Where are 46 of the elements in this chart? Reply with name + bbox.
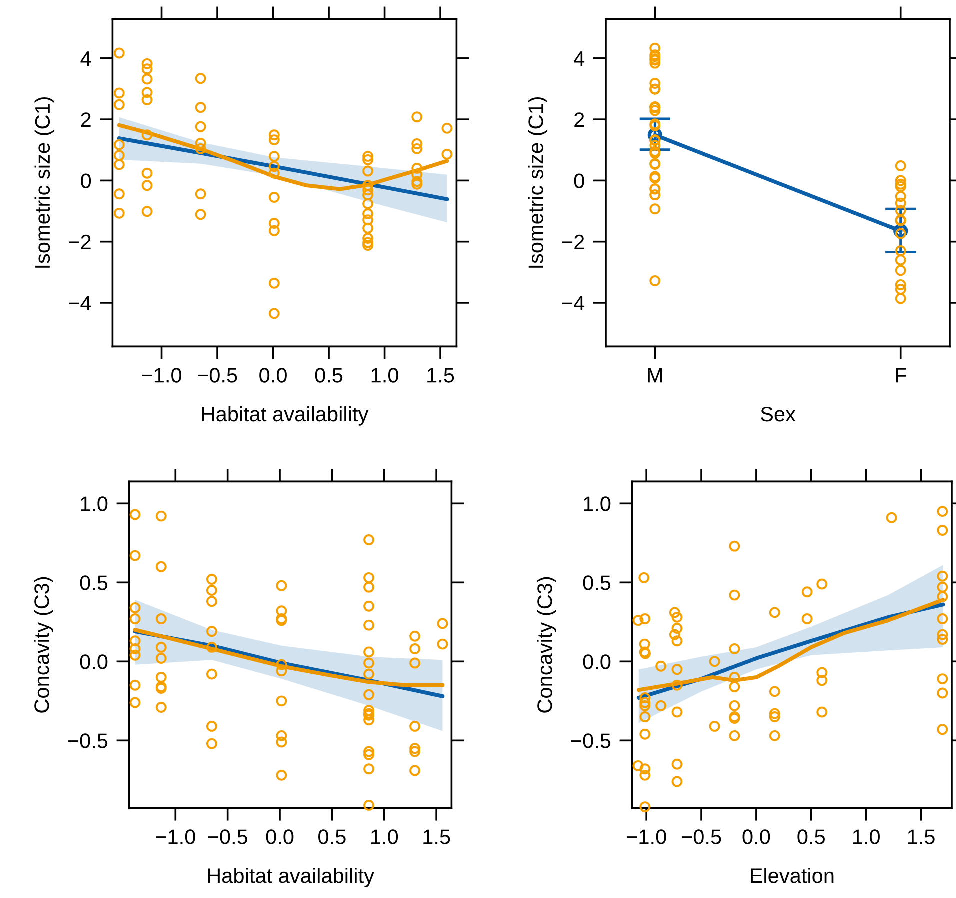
- x-tick-label: 0.0: [260, 368, 287, 383]
- x-axis-title: Habitat availability: [202, 406, 369, 426]
- y-axis-title: Isometric size (C1): [34, 97, 54, 268]
- x-tick-label: M: [648, 368, 662, 383]
- x-axis-title: Habitat availability: [208, 868, 374, 888]
- y-tick-label: 0.0: [583, 654, 611, 670]
- x-tick-label: −0.5: [208, 830, 248, 844]
- x-tick-label: 1.5: [428, 368, 454, 383]
- y-tick-label: 1.0: [584, 496, 611, 512]
- x-tick-label: 0.5: [798, 830, 825, 844]
- x-tick-label: 1.0: [372, 368, 398, 383]
- y-tick-label: 2: [81, 112, 91, 128]
- y-axis-title: Concavity (C3): [34, 577, 54, 713]
- x-tick-label: −0.5: [682, 830, 722, 844]
- x-tick-label: −1.0: [627, 830, 666, 844]
- y-tick-label: −0.5: [571, 734, 611, 748]
- x-tick-label: −1.0: [142, 368, 182, 383]
- x-tick-label: F: [896, 368, 906, 383]
- y-tick-label: 1.0: [81, 496, 108, 512]
- x-tick-label: 0.5: [318, 830, 346, 844]
- x-tick-label: 0.5: [315, 368, 343, 383]
- y-tick-label: 0.5: [80, 576, 108, 590]
- x-tick-label: −0.5: [198, 368, 238, 383]
- x-tick-label: −1.0: [156, 830, 196, 844]
- x-tick-label: 1.5: [424, 830, 450, 844]
- x-tick-label: 1.0: [853, 830, 880, 844]
- x-tick-label: 1.0: [371, 830, 398, 844]
- y-tick-label: 4: [574, 52, 585, 66]
- y-tick-label: 0: [81, 174, 92, 188]
- y-axis-title: Isometric size (C1): [528, 97, 548, 268]
- x-axis-title: Sex: [761, 406, 796, 422]
- y-tick-label: 0: [574, 174, 584, 188]
- x-tick-label: 1.5: [908, 830, 935, 844]
- y-tick-label: −2: [562, 234, 584, 250]
- x-axis-title: Elevation: [751, 868, 834, 884]
- x-tick-label: 0.0: [266, 830, 294, 844]
- y-tick-label: −2: [69, 234, 91, 250]
- y-tick-label: −4: [562, 296, 585, 311]
- y-tick-label: −4: [69, 296, 92, 311]
- y-axis-title: Concavity (C3): [537, 577, 556, 713]
- y-tick-label: 0.0: [80, 654, 108, 670]
- y-tick-label: 4: [80, 52, 92, 66]
- y-tick-label: 2: [574, 112, 584, 128]
- y-tick-label: 0.5: [583, 576, 611, 590]
- x-tick-label: 0.0: [742, 830, 770, 844]
- y-tick-label: −0.5: [68, 734, 108, 748]
